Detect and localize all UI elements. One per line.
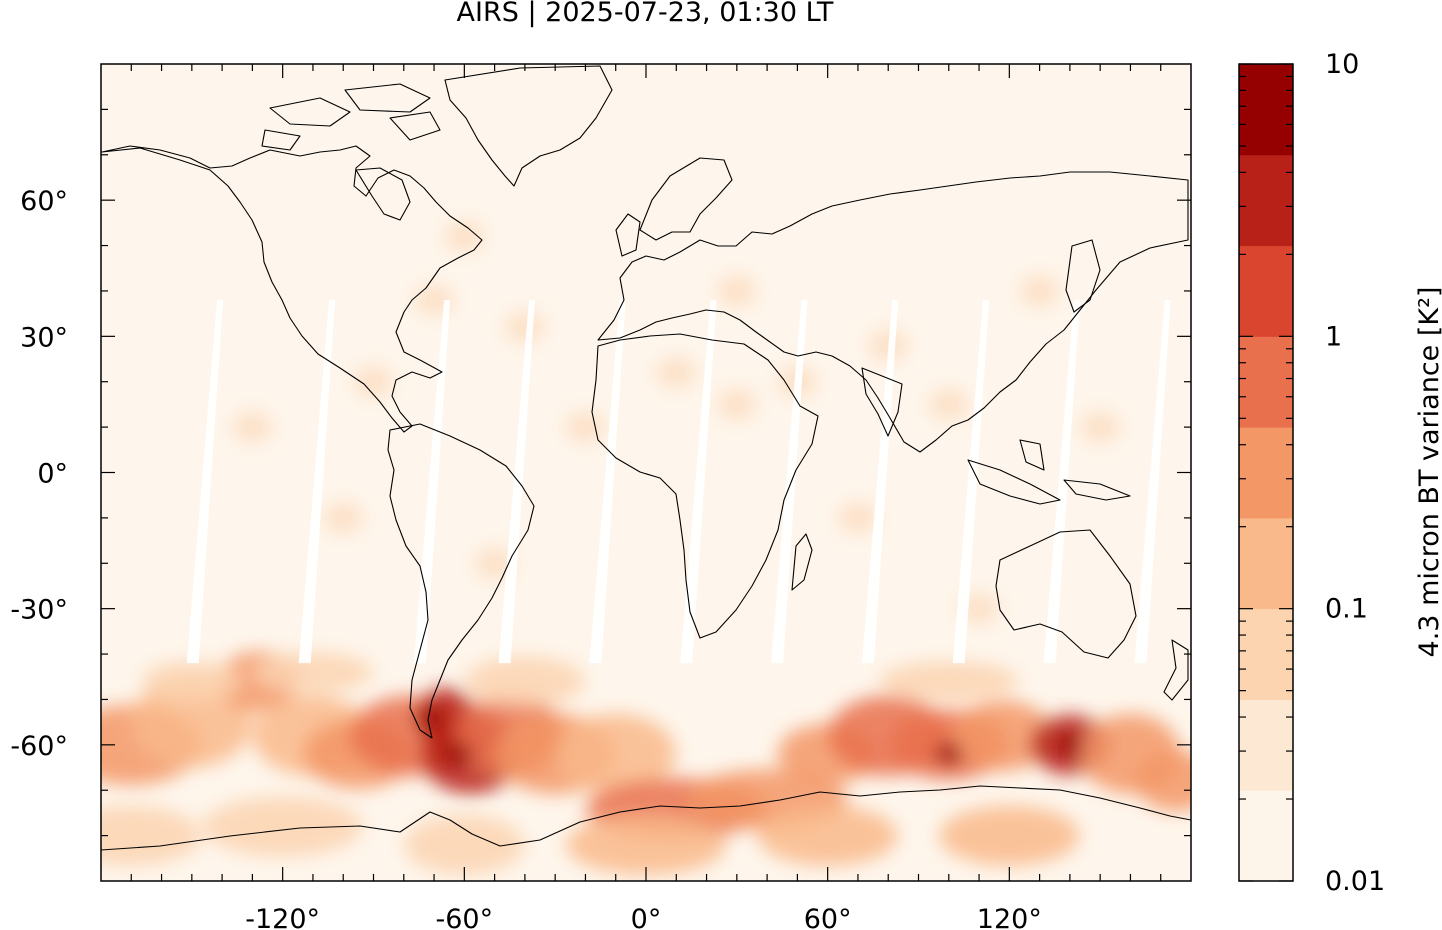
colorbar-ticks [1239, 63, 1293, 882]
orbit-gap [298, 300, 336, 664]
variance-blob [323, 501, 364, 534]
coast-british-isles [615, 213, 641, 257]
variance-blob [404, 814, 525, 875]
variance-blob [1080, 411, 1121, 444]
colorbar-tick-label: 1 [1325, 321, 1342, 352]
orbit-gap [186, 300, 224, 664]
colorbar-tick-label: 10 [1325, 49, 1359, 80]
coast-scandinavia [639, 157, 733, 241]
map-ticks [101, 64, 1191, 881]
variance-blob [1135, 751, 1191, 812]
variance-blob [353, 365, 394, 398]
coast-indonesia [967, 439, 1131, 505]
orbit-gap [498, 300, 535, 664]
variance-blob [252, 652, 373, 693]
lon-tick-label: 120° [977, 904, 1042, 930]
lat-tick-label: 60° [20, 186, 68, 217]
coast-australia [995, 529, 1137, 659]
coast-arctic-islands [261, 83, 441, 151]
coast-new-zealand [1163, 639, 1189, 701]
variance-core [934, 741, 963, 766]
coastlines [101, 65, 1191, 851]
variance-blob [202, 796, 363, 857]
variance-field [101, 220, 1191, 875]
colorbar-band [1239, 790, 1293, 882]
coast-africa [591, 333, 819, 639]
colorbar [1239, 64, 1293, 882]
variance-blob [141, 661, 242, 702]
variance-core [444, 741, 473, 766]
orbit-gap [589, 300, 626, 664]
variance-blob [939, 805, 1080, 866]
orbit-gap [861, 300, 899, 664]
variance-blob [716, 388, 757, 421]
variance-blob [444, 220, 485, 253]
figure-title: AIRS | 2025-07-23, 01:30 LT [456, 0, 834, 28]
variance-blob [101, 805, 202, 866]
lon-tick-labels: -120° -60° 0° 60° 120° [245, 904, 1042, 930]
variance-blob [868, 329, 909, 362]
coast-south-america [387, 423, 535, 739]
coast-antarctica [101, 785, 1191, 851]
variance-blob [555, 713, 676, 794]
orbit-gap [1043, 300, 1080, 664]
lon-tick-label: -60° [436, 904, 494, 930]
orbit-gap [771, 300, 808, 664]
coast-india [861, 367, 903, 437]
orbit-gap [952, 300, 990, 664]
variance-blob [959, 592, 1000, 625]
orbit-gap [413, 300, 451, 664]
variance-blob [656, 356, 697, 389]
variance-blob [504, 311, 545, 344]
colorbar-frame [1238, 63, 1294, 882]
coast-madagascar [791, 533, 813, 591]
variance-blob [1019, 274, 1060, 307]
lat-tick-label: 0° [37, 459, 68, 490]
lat-tick-labels: 60° 30° 0° -30° -60° [10, 186, 68, 762]
coast-hudson-bay [355, 167, 411, 221]
coast-north-america [101, 145, 483, 433]
colorbar-band [1239, 608, 1293, 700]
variance-blob [716, 274, 757, 307]
colorbar-tick-label: 0.01 [1325, 866, 1385, 897]
variance-blob [757, 805, 898, 866]
variance-blob [464, 656, 585, 707]
variance-blob [953, 700, 1054, 771]
orbit-gap [680, 300, 717, 664]
coast-eurasia [597, 171, 1189, 453]
colorbar-band [1239, 517, 1293, 610]
coast-greenland [444, 65, 613, 187]
lat-tick-label: 30° [20, 322, 68, 353]
coast-japan [1065, 239, 1101, 313]
colorbar-band [1239, 336, 1293, 428]
colorbar-tick-labels: 10 1 0.1 0.01 [1325, 49, 1385, 897]
colorbar-title: 4.3 micron BT variance [K²] [1414, 287, 1442, 658]
variance-blob [928, 388, 969, 421]
colorbar-band [1239, 427, 1293, 519]
colorbar-band [1239, 154, 1293, 247]
variance-blob [565, 411, 606, 444]
variance-blob [232, 411, 273, 444]
variance-blob [837, 501, 878, 534]
orbit-gaps [186, 300, 1171, 664]
variance-blob [131, 677, 252, 768]
colorbar-band [1239, 64, 1293, 156]
variance-blob [878, 661, 1019, 702]
colorbar-tick-label: 0.1 [1325, 594, 1368, 625]
lat-tick-label: -30° [10, 595, 68, 626]
variance-core [1055, 732, 1084, 757]
orbit-gap [1134, 300, 1171, 664]
lon-tick-label: 60° [804, 904, 852, 930]
lon-tick-label: -120° [245, 904, 320, 930]
colorbar-band [1239, 245, 1293, 337]
lon-tick-label: 0° [631, 904, 662, 930]
colorbar-band [1239, 699, 1293, 791]
variance-blob [566, 814, 726, 875]
lat-tick-label: -60° [10, 731, 68, 762]
